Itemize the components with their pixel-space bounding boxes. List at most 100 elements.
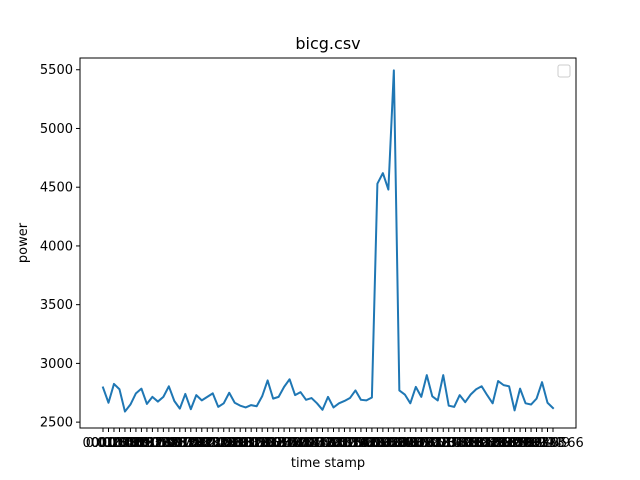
x-tick-label: 0.7583 — [437, 436, 483, 451]
x-tick-label: 0.0583 — [108, 436, 154, 451]
x-tick-label: 0.6416 — [382, 436, 428, 451]
x-tick-label: 0.4200 — [278, 436, 324, 451]
x-tick-label: 0.1050 — [130, 436, 176, 451]
x-axis: 00000.01170.02330.03500.04670.05830.0700… — [82, 428, 584, 451]
x-tick-label: 0.7699 — [442, 436, 488, 451]
x-tick-label: 0.4666 — [300, 436, 346, 451]
x-tick-label: 0.9449 — [525, 436, 571, 451]
x-tick-label: 0.3383 — [239, 436, 285, 451]
x-tick-label: 0.5950 — [360, 436, 406, 451]
x-tick-label: 0.2800 — [212, 436, 258, 451]
x-tick-label: 0.9566 — [538, 436, 584, 451]
x-tick-label: 0.0933 — [124, 436, 170, 451]
x-tick-label: 0.3266 — [234, 436, 280, 451]
x-tick-label: 0.8049 — [459, 436, 505, 451]
x-tick-label: 0.6300 — [377, 436, 423, 451]
y-tick-label: 5500 — [40, 63, 73, 78]
x-tick-label: 0.5483 — [338, 436, 384, 451]
x-tick-label: 0.0233 — [91, 436, 137, 451]
x-tick-label: 0.6183 — [371, 436, 417, 451]
x-tick-label: 0.4433 — [289, 436, 335, 451]
x-tick-label: 0.8166 — [464, 436, 510, 451]
x-tick-label: 0.7000 — [410, 436, 456, 451]
x-tick-label: 0.1867 — [168, 436, 214, 451]
x-tick-label: 0.4550 — [294, 436, 340, 451]
x-tick-label: 0.2566 — [201, 436, 247, 451]
x-tick-label: 0.8399 — [475, 436, 521, 451]
x-tick-label: 0.2916 — [217, 436, 263, 451]
y-axis: 2500 3000 3500 4000 4500 5000 5500 — [40, 63, 80, 431]
x-tick-label: 0.0817 — [119, 436, 165, 451]
x-tick-label: 0.0117 — [86, 436, 132, 451]
x-tick-label: 0.9099 — [508, 436, 554, 451]
x-tick-label: 0.5600 — [344, 436, 390, 451]
x-tick-label: 0000 — [82, 436, 115, 451]
x-tick-label: 0.0467 — [102, 436, 148, 451]
x-tick-label: 0.1633 — [157, 436, 203, 451]
x-tick-label: 0.8283 — [470, 436, 516, 451]
x-tick-label: 0.2100 — [179, 436, 225, 451]
y-tick-label: 3500 — [40, 298, 73, 313]
y-tick-label: 3000 — [40, 357, 73, 372]
x-tick-label: 0.6066 — [366, 436, 412, 451]
x-tick-label: 0.7233 — [420, 436, 466, 451]
y-tick-label: 2500 — [40, 416, 73, 431]
x-tick-label: 0.7116 — [415, 436, 461, 451]
x-tick-label: 0.1750 — [163, 436, 209, 451]
x-tick-label: 0.3966 — [267, 436, 313, 451]
x-tick-label: 0.3033 — [223, 436, 269, 451]
x-tick-label: 0.2683 — [206, 436, 252, 451]
x-tick-label: 0.5250 — [327, 436, 373, 451]
x-tick-label: 0.8633 — [486, 436, 532, 451]
x-tick-label: 0.3733 — [256, 436, 302, 451]
x-tick-label: 0.4083 — [272, 436, 318, 451]
x-tick-label: 0.1283 — [141, 436, 187, 451]
x-tick-label: 0.4783 — [305, 436, 351, 451]
x-tick-label: 0.6883 — [404, 436, 450, 451]
x-tick-label: 0.8516 — [481, 436, 527, 451]
x-tick-label: 0.2333 — [190, 436, 236, 451]
y-tick-label: 4000 — [40, 239, 73, 254]
x-tick-label: 0.3850 — [261, 436, 307, 451]
x-tick-label: 0.3500 — [245, 436, 291, 451]
x-tick-label: 0.6766 — [399, 436, 445, 451]
x-axis-label: time stamp — [291, 456, 365, 471]
x-tick-label: 0.7466 — [431, 436, 477, 451]
x-tick-label: 0.8983 — [503, 436, 549, 451]
x-tick-label: 0.3150 — [228, 436, 274, 451]
x-tick-label: 0.7816 — [448, 436, 494, 451]
x-tick-label: 0.5016 — [316, 436, 362, 451]
x-tick-label: 0.7933 — [453, 436, 499, 451]
y-axis-label: power — [16, 222, 31, 263]
x-tick-label: 0.8749 — [492, 436, 538, 451]
x-tick-label: 0.5833 — [355, 436, 401, 451]
legend-box — [557, 64, 571, 78]
x-tick-label: 0.6533 — [388, 436, 434, 451]
x-tick-label: 0.1517 — [152, 436, 198, 451]
x-tick-label: 0.0350 — [97, 436, 143, 451]
series-line — [101, 69, 555, 413]
plot-frame — [79, 57, 577, 429]
x-tick-label: 0.1983 — [174, 436, 220, 451]
x-tick-label: 0.7349 — [426, 436, 472, 451]
y-tick-label: 5000 — [40, 122, 73, 137]
x-tick-label: 0.0700 — [113, 436, 159, 451]
x-tick-label: 0.1167 — [135, 436, 181, 451]
x-tick-label: 0.1400 — [146, 436, 192, 451]
x-tick-label: 0.3616 — [250, 436, 296, 451]
x-tick-label: 0.5366 — [333, 436, 379, 451]
chart-title: bicg.csv — [295, 34, 360, 53]
x-tick-label: 0.5716 — [349, 436, 395, 451]
series-layer — [101, 69, 555, 413]
x-tick-label: 0.9333 — [519, 436, 565, 451]
x-tick-label: 0.4900 — [311, 436, 357, 451]
x-tick-label: 0.8866 — [497, 436, 543, 451]
x-tick-label: 0.6650 — [393, 436, 439, 451]
x-tick-label: 0.2450 — [195, 436, 241, 451]
x-tick-label: 0.5133 — [322, 436, 368, 451]
x-tick-label: 0.2217 — [185, 436, 231, 451]
x-tick-label: 0.4316 — [283, 436, 329, 451]
y-tick-label: 4500 — [40, 181, 73, 196]
x-tick-label: 0.9216 — [514, 436, 560, 451]
